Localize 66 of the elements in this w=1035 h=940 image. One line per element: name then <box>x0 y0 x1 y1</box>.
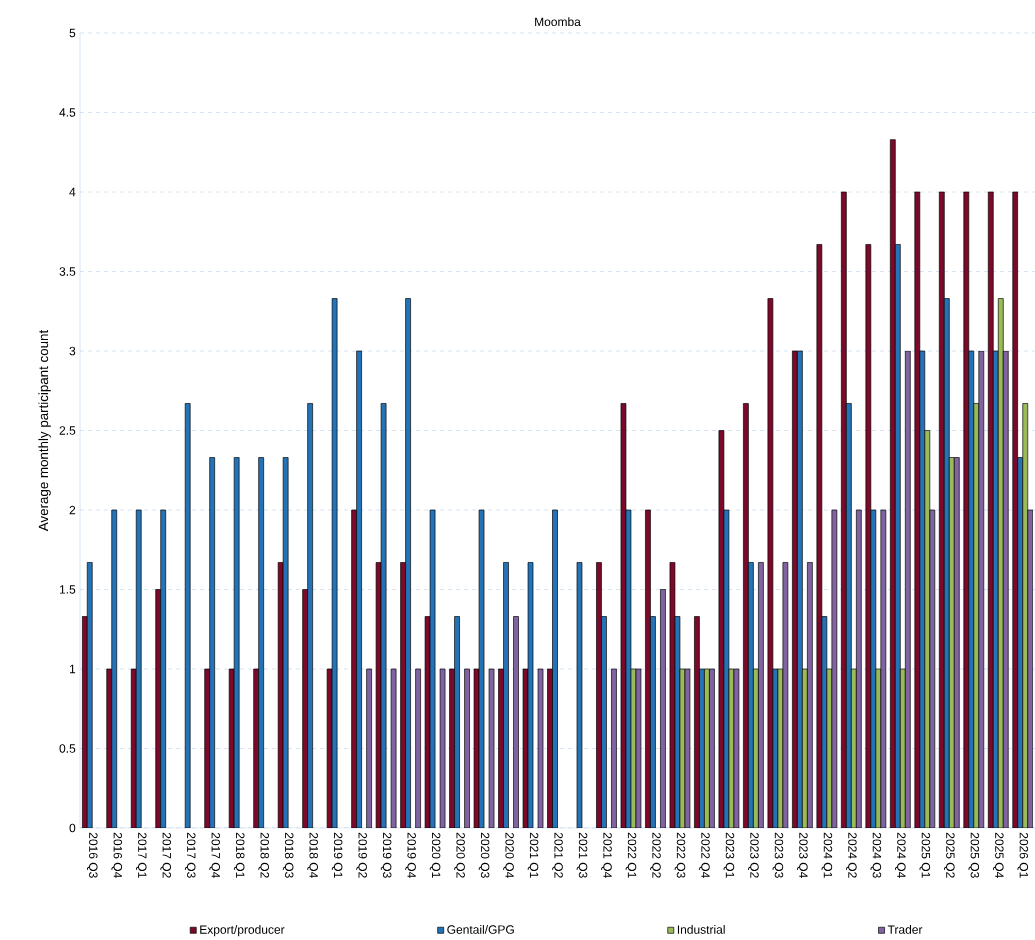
bar <box>366 668 372 828</box>
x-tick-label: 2019 Q4 <box>405 832 416 878</box>
x-tick-label: 2016 Q4 <box>111 832 123 878</box>
bar <box>660 589 666 828</box>
x-tick-label: 2021 Q4 <box>601 832 612 878</box>
x-tick-label: 2022 Q1 <box>625 832 637 878</box>
bar <box>464 668 470 828</box>
x-tick-label: 2017 Q3 <box>184 832 196 878</box>
x-tick-label: 2017 Q2 <box>160 832 172 878</box>
x-tick-label: 2024 Q4 <box>895 832 906 878</box>
x-tick-label: 2025 Q3 <box>968 832 980 878</box>
y-tick-label: 2 <box>69 505 76 515</box>
y-axis-title: Average monthly participant count <box>38 329 51 532</box>
x-tick-label: 2018 Q2 <box>258 832 269 878</box>
x-tick-label: 2018 Q3 <box>282 832 294 878</box>
y-tick-label: 4.5 <box>59 108 76 117</box>
legend-label: Gentail/GPG <box>447 925 514 934</box>
x-tick-label: 2020 Q1 <box>429 832 441 878</box>
x-tick-label: 2023 Q1 <box>723 832 735 878</box>
x-tick-label: 2017 Q1 <box>135 832 147 878</box>
bar <box>611 668 617 828</box>
y-tick-label: 5 <box>69 28 76 38</box>
bar <box>488 668 495 828</box>
x-tick-label: 2024 Q3 <box>870 832 882 878</box>
y-tick-label: 1 <box>69 664 76 674</box>
x-tick-label: 2025 Q1 <box>919 832 931 878</box>
y-tick-label: 3.5 <box>59 267 76 276</box>
y-tick-label: 0.5 <box>59 744 76 753</box>
bar <box>390 668 397 828</box>
x-tick-label: 2025 Q4 <box>992 832 1004 878</box>
x-tick-label: 2020 Q4 <box>503 832 514 878</box>
x-tick-label: 2019 Q1 <box>331 832 343 878</box>
y-tick-label: 3 <box>69 346 76 356</box>
x-tick-label: 2024 Q2 <box>846 832 857 878</box>
x-tick-label: 2022 Q2 <box>650 832 661 878</box>
x-tick-label: 2023 Q4 <box>797 832 808 878</box>
bar <box>439 668 446 828</box>
x-tick-label: 2019 Q3 <box>380 832 392 878</box>
x-tick-label: 2016 Q3 <box>86 832 98 878</box>
x-tick-label: 2020 Q3 <box>478 832 490 878</box>
x-tick-label: 2023 Q2 <box>748 832 759 878</box>
legend-label: Industrial <box>677 925 725 934</box>
x-tick-label: 2019 Q2 <box>356 832 367 878</box>
x-tick-label: 2025 Q2 <box>943 832 955 878</box>
bar <box>513 616 519 828</box>
x-tick-label: 2023 Q3 <box>772 832 784 878</box>
bar <box>415 668 421 828</box>
legend-label: Trader <box>887 925 923 934</box>
x-tick-label: 2026 Q1 <box>1017 832 1029 878</box>
y-tick-label: 1.5 <box>59 585 76 594</box>
x-tick-label: 2022 Q3 <box>674 832 686 878</box>
y-tick-label: 4 <box>69 187 76 197</box>
x-tick-label: 2018 Q1 <box>233 832 245 878</box>
x-tick-label: 2021 Q3 <box>576 832 588 878</box>
y-tick-label: 2.5 <box>59 426 76 435</box>
x-tick-label: 2018 Q4 <box>307 832 318 878</box>
bar <box>537 668 544 828</box>
x-tick-label: 2022 Q4 <box>699 832 710 878</box>
y-tick-label: 0 <box>69 823 76 833</box>
x-tick-label: 2024 Q1 <box>821 832 833 878</box>
x-tick-label: 2021 Q2 <box>552 832 563 878</box>
x-tick-label: 2021 Q1 <box>527 832 539 878</box>
x-tick-label: 2017 Q4 <box>209 832 221 878</box>
chart-title: Moomba <box>535 17 581 27</box>
legend-label: Export/producer <box>200 925 285 937</box>
x-tick-label: 2020 Q2 <box>454 832 465 878</box>
